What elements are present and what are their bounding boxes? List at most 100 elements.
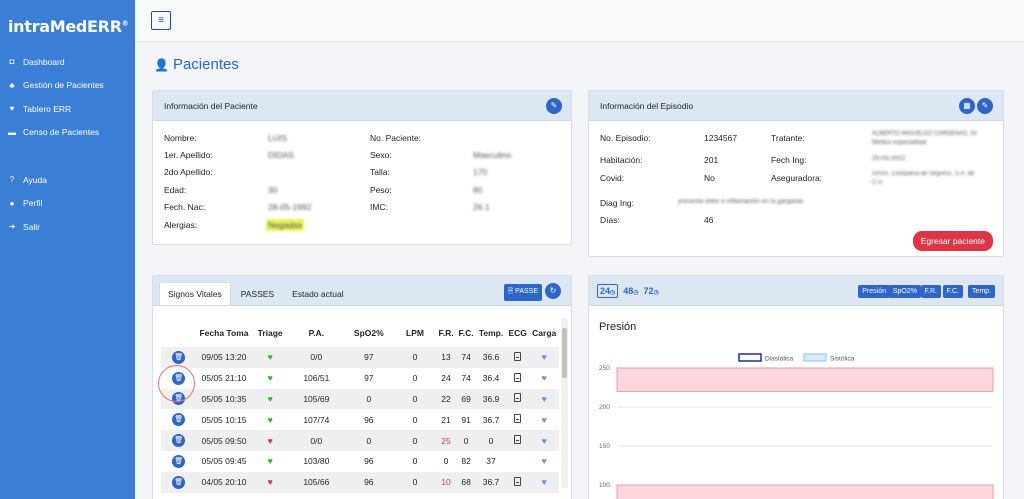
profile-icon: ●	[9, 198, 15, 208]
lpm-cell: 0	[412, 477, 418, 488]
sidebar-item-label: Tablero ERR	[23, 103, 72, 114]
ecg-document-icon[interactable]	[514, 435, 522, 445]
normal-range-band	[616, 484, 994, 499]
delete-row-button[interactable]: 🗑	[172, 475, 186, 489]
delete-row-button[interactable]: 🗑	[172, 413, 186, 427]
delete-row-button[interactable]: 🗑	[172, 350, 186, 364]
trash-icon: 🗑	[174, 416, 184, 424]
tab-estado-actual[interactable]: Estado actual	[292, 289, 344, 299]
chart-btn-spo2-[interactable]: SpO2%	[888, 285, 921, 298]
delete-row-button[interactable]: 🗑	[172, 454, 186, 468]
sidebar-item-gesti-n-de-pacientes[interactable]: ♣ Gestión de Pacientes	[0, 74, 135, 98]
chart-btn-temp-[interactable]: Temp.	[967, 285, 995, 298]
chart-card-header: 24◷ 48◷ 72◷ Presión SpO2% F.R. F.C. Temp.	[589, 276, 1003, 306]
delete-row-button[interactable]: 🗑	[172, 434, 186, 448]
sidebar: intraMedERR® ◘ Dashboard ♣ Gestión de Pacie…	[0, 0, 135, 499]
date-cell: 04/05 20:10	[201, 477, 247, 488]
ecg-document-icon[interactable]	[514, 372, 522, 382]
sidebar-item-tablero-err[interactable]: ♥ Tablero ERR	[0, 97, 135, 121]
triage-heart-icon: ♥	[267, 435, 273, 446]
tab-signos-vitales[interactable]: Signos Vitales	[159, 282, 231, 305]
episode-info-card: Información del Episodio ▦ ✎ No. Episodi…	[588, 90, 1004, 257]
clock-icon: ◷	[610, 289, 616, 296]
sidebar-item-label: Censo de Pacientes	[23, 127, 100, 138]
calendar-button[interactable]: ▦	[959, 98, 975, 114]
table-row[interactable]: 🗑 05/05 21:10 ♥ 106/51 97 0 24 74 36.4 ♥	[161, 368, 559, 389]
table-row[interactable]: 🗑 09/05 13:20 ♥ 0/0 97 0 13 74 36.6 ♥	[161, 347, 559, 368]
triage-heart-icon: ♥	[267, 414, 273, 425]
triage-heart-icon: ♥	[267, 456, 273, 467]
column-header[interactable]: F.C.	[458, 327, 474, 338]
brand-logo[interactable]: intraMedERR®	[8, 17, 129, 36]
temp-cell: 36.9	[482, 393, 500, 404]
column-header[interactable]: ECG	[508, 327, 527, 338]
discharge-patient-button[interactable]: Egresar paciente	[912, 231, 993, 251]
table-row[interactable]: 🗑 05/05 10:15 ♥ 107/74 96 0 21 91 36.7 ♥	[161, 409, 559, 430]
column-header[interactable]: Triage	[257, 327, 283, 338]
legend-swatch-systolic[interactable]	[803, 353, 827, 362]
column-header[interactable]: Temp.	[478, 327, 504, 338]
column-header[interactable]: Carga	[532, 327, 557, 338]
date-cell: 09/05 13:20	[201, 352, 247, 363]
load-heart-icon[interactable]: ♥	[541, 393, 547, 404]
fr-cell: 21	[441, 414, 451, 425]
column-header[interactable]: F.R.	[438, 327, 454, 338]
load-heart-icon[interactable]: ♥	[541, 373, 547, 384]
bed-icon: ▬	[8, 127, 16, 137]
range-48h-button[interactable]: 48◷	[623, 285, 639, 296]
refresh-button[interactable]: ↻	[545, 283, 561, 299]
load-heart-icon[interactable]: ♥	[541, 435, 547, 446]
table-row[interactable]: 🗑 04/05 20:10 ♥ 105/66 96 0 10 68 36.7 ♥	[161, 471, 559, 493]
topbar: ≡	[135, 0, 1024, 42]
allergies-badge: Negadas	[266, 219, 305, 231]
fc-cell: 74	[461, 352, 471, 363]
sidebar-item-ayuda[interactable]: ? Ayuda	[0, 168, 135, 192]
sidebar-item-dashboard[interactable]: ◘ Dashboard	[0, 50, 135, 74]
clock-icon: ◷	[633, 289, 639, 296]
lpm-cell: 0	[412, 435, 418, 446]
sidebar-item-censo-de-pacientes[interactable]: ▬ Censo de Pacientes	[0, 121, 135, 145]
menu-toggle-button[interactable]: ≡	[151, 11, 171, 30]
ecg-document-icon[interactable]	[514, 476, 522, 486]
legend-label-diastolic[interactable]: Diastólica	[765, 356, 794, 363]
scroll-thumb[interactable]	[562, 328, 567, 378]
legend-label-systolic[interactable]: Sistólica	[830, 356, 855, 363]
ecg-document-icon[interactable]	[514, 393, 522, 403]
load-heart-icon[interactable]: ♥	[541, 477, 547, 488]
heartbeat-icon: ♥	[9, 104, 15, 114]
column-header[interactable]: P.A.	[308, 327, 325, 338]
chart-btn-presi-n[interactable]: Presión	[858, 285, 890, 298]
sidebar-item-perfil[interactable]: ● Perfil	[0, 192, 135, 216]
table-row[interactable]: 🗑 05/05 10:35 ♥ 105/69 0 0 22 69 36.9 ♥	[161, 388, 559, 410]
fr-cell: 25	[441, 435, 451, 446]
date-cell: 05/05 09:50	[201, 435, 247, 446]
edit-patient-button[interactable]: ✎	[546, 98, 562, 114]
chart-btn-f-c-[interactable]: F.C.	[942, 285, 963, 298]
chart-btn-f-r-[interactable]: F.R.	[920, 285, 941, 298]
vitals-scrollbar[interactable]	[561, 318, 568, 488]
column-header[interactable]: LPM	[406, 327, 424, 338]
load-heart-icon[interactable]: ♥	[541, 352, 547, 363]
sidebar-item-label: Perfil	[23, 198, 43, 209]
y-tick-label: 150	[599, 443, 610, 450]
legend-swatch-diastolic[interactable]	[738, 353, 762, 362]
column-header[interactable]: Fecha Toma	[199, 327, 249, 338]
range-24h-button[interactable]: 24◷	[597, 283, 619, 298]
table-row[interactable]: 🗑 05/05 09:50 ♥ 0/0 0 0 25 0 0 ♥	[161, 430, 559, 451]
column-header[interactable]: SpO2%	[353, 327, 384, 338]
sidebar-item-salir[interactable]: ➜ Salir	[0, 215, 135, 239]
ecg-document-icon[interactable]	[514, 414, 522, 424]
table-row[interactable]: 🗑 05/05 09:45 ♥ 103/80 96 0 0 82 37 ♥	[161, 451, 559, 472]
load-heart-icon[interactable]: ♥	[541, 414, 547, 425]
passe-button[interactable]: 🗎 PASSE	[503, 284, 542, 301]
clock-icon: ◷	[653, 289, 659, 296]
vitals-tabs: Signos Vitales PASSES Estado actual	[159, 276, 354, 305]
temp-cell: 36.6	[482, 352, 500, 363]
edit-episode-button[interactable]: ✎	[977, 98, 993, 114]
load-heart-icon[interactable]: ♥	[541, 456, 547, 467]
pa-cell: 106/51	[303, 373, 330, 384]
ecg-document-icon[interactable]	[514, 351, 522, 361]
tab-passes[interactable]: PASSES	[240, 289, 275, 299]
range-72h-button[interactable]: 72◷	[643, 285, 659, 296]
spo2-cell: 96	[364, 477, 374, 488]
